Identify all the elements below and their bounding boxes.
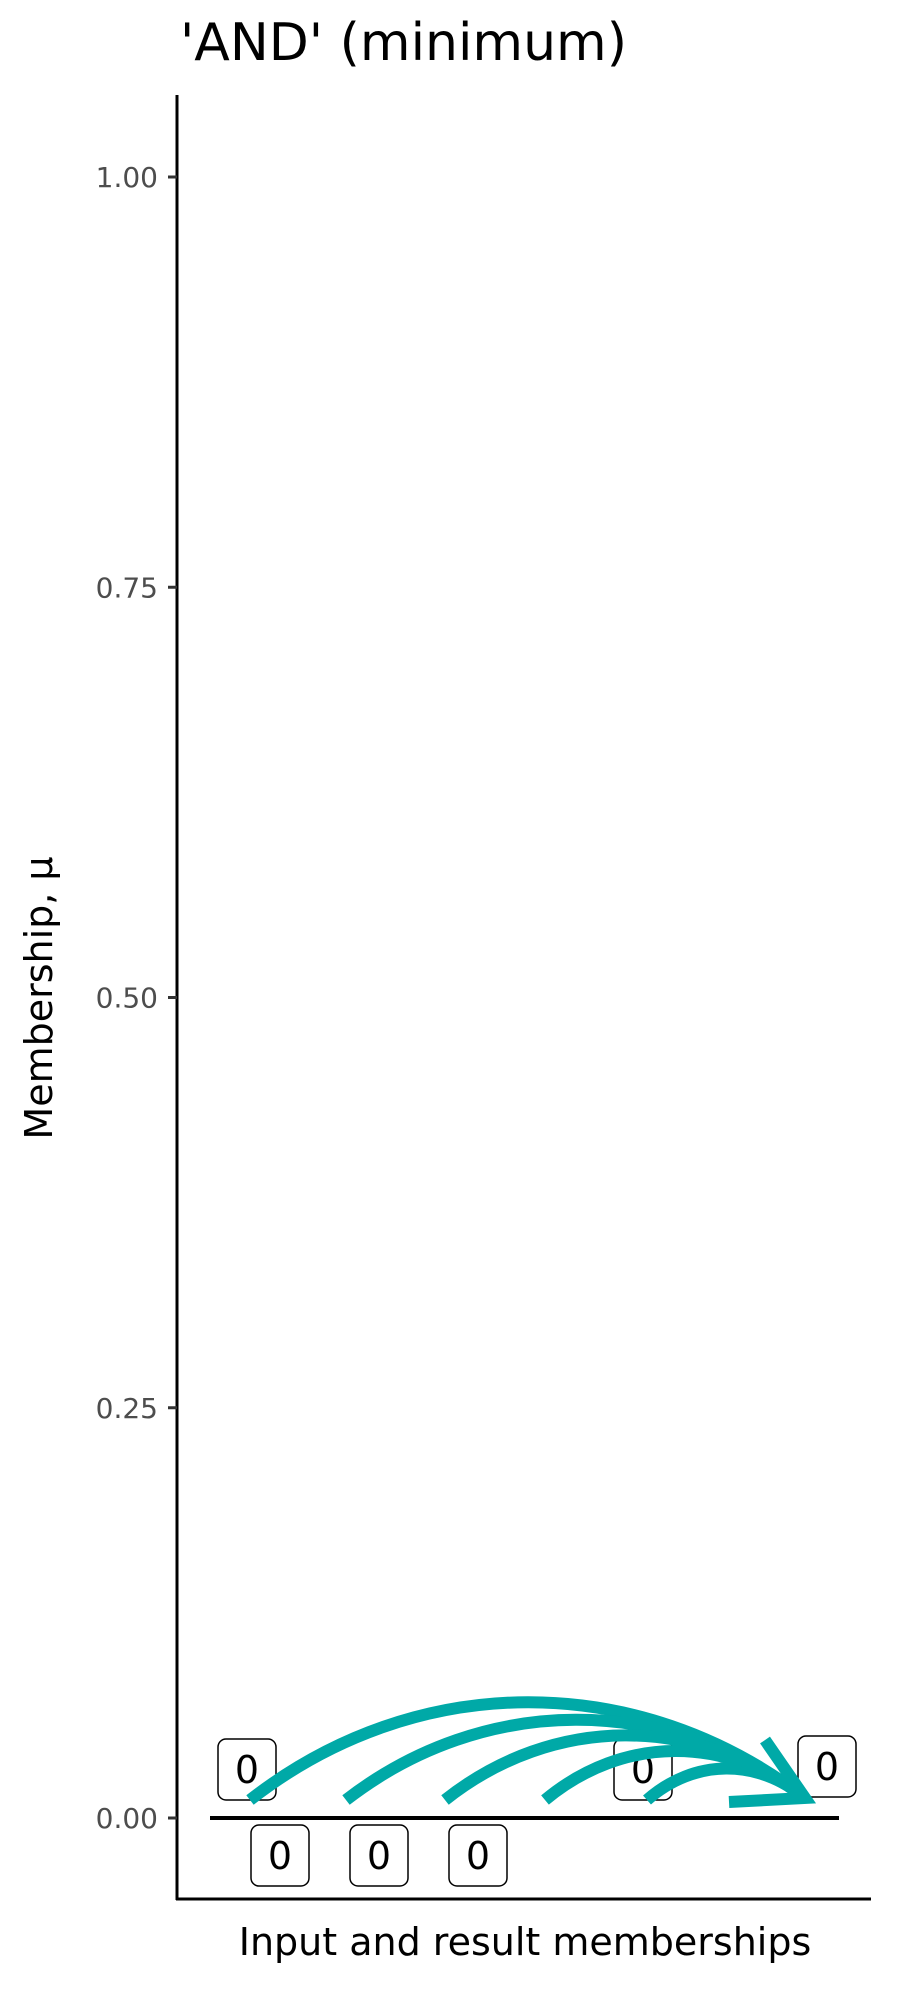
input-label-4: 0 bbox=[448, 1824, 508, 1887]
result-label-text: 0 bbox=[815, 1745, 839, 1789]
result-label: 0 bbox=[797, 1735, 857, 1798]
chart-title: 'AND' (minimum) bbox=[180, 13, 627, 73]
y-tick-label: 0.75 bbox=[96, 571, 158, 604]
input-label-3-text: 0 bbox=[367, 1834, 391, 1878]
input-label-3: 0 bbox=[349, 1824, 409, 1887]
y-tick-label: 0.50 bbox=[96, 982, 158, 1015]
y-tick-label: 1.00 bbox=[96, 161, 158, 194]
input-label-2-text: 0 bbox=[268, 1834, 292, 1878]
x-axis-label: Input and result memberships bbox=[239, 1920, 812, 1964]
arrow-input-3 bbox=[441, 1729, 809, 1805]
input-label-4-text: 0 bbox=[466, 1834, 490, 1878]
input-label-1-text: 0 bbox=[235, 1748, 259, 1792]
input-label-1: 0 bbox=[217, 1738, 277, 1801]
y-tick-label: 0.00 bbox=[96, 1802, 158, 1835]
arrowhead bbox=[728, 1736, 817, 1808]
y-tick-label: 0.25 bbox=[96, 1392, 158, 1425]
y-axis-label: Membership, μ bbox=[17, 856, 61, 1139]
input-label-2: 0 bbox=[250, 1824, 310, 1887]
